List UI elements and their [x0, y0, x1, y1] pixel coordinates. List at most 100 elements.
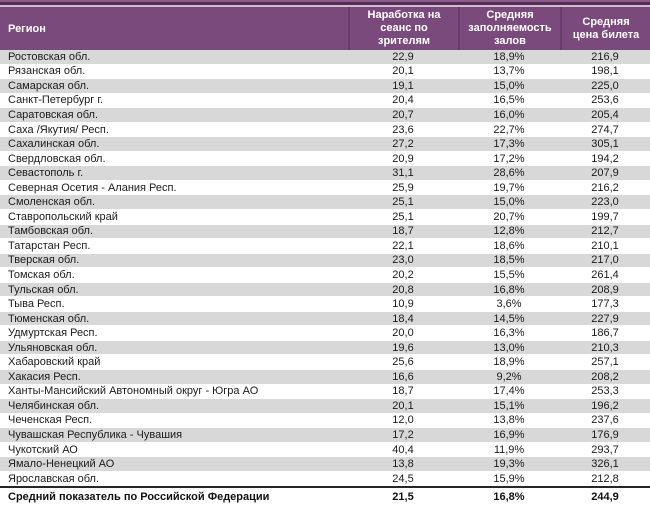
table-row: Чувашская Республика - Чувашия 17,2 16,9% 1… — [0, 428, 650, 443]
table-row: Тверская обл. 23,0 18,5% 217,0 — [0, 253, 650, 269]
occupancy-cell: 17,2% — [493, 152, 525, 165]
occupancy-cell: 17,4% — [493, 385, 525, 398]
ticket-price-cell: 210,3 — [591, 341, 619, 354]
table-row: Рязанская обл. 20,1 13,7% 198,1 — [0, 64, 650, 80]
per-session-cell: 18,4 — [392, 312, 414, 325]
region-cell: Ярославская обл. — [8, 472, 100, 485]
region-cell: Тульская обл. — [8, 283, 79, 296]
ticket-price-cell: 198,1 — [591, 65, 619, 78]
occupancy-cell: 16,8% — [493, 283, 525, 296]
region-cell: Ставропольский край — [8, 210, 118, 223]
occupancy-cell: 18,9% — [493, 50, 525, 63]
per-session-cell: 22,1 — [392, 239, 414, 252]
occupancy-cell: 18,9% — [493, 356, 525, 369]
per-session-cell: 25,6 — [392, 356, 414, 369]
ticket-price-cell: 207,9 — [591, 167, 619, 180]
ticket-price-cell: 199,7 — [591, 210, 619, 223]
ticket-price-cell: 257,1 — [591, 356, 619, 369]
table-row: Севастополь г. 31,1 28,6% 207,9 — [0, 166, 650, 181]
region-cell: Ямало-Ненецкий АО — [8, 458, 115, 471]
table-row: Ямало-Ненецкий АО 13,8 19,3% 326,1 — [0, 457, 650, 472]
region-cell: Тюменская обл. — [8, 312, 90, 325]
ticket-price-cell: 208,2 — [591, 370, 619, 383]
ticket-price-cell: 186,7 — [591, 327, 619, 340]
occupancy-cell: 16,9% — [493, 428, 525, 441]
table-row: Чеченская Респ. 12,0 13,8% 237,6 — [0, 413, 650, 429]
occupancy-cell: 18,5% — [493, 254, 525, 267]
column-header-region: Регион — [8, 22, 46, 35]
region-cell: Удмуртская Респ. — [8, 327, 98, 340]
table-row: Ульяновская обл. 19,6 13,0% 210,3 — [0, 340, 650, 356]
ticket-price-cell: 212,7 — [591, 225, 619, 238]
occupancy-cell: 13,7% — [493, 65, 525, 78]
ticket-price-cell: 237,6 — [591, 414, 619, 427]
region-cell: Северная Осетия - Алания Респ. — [8, 181, 177, 194]
occupancy-cell: 16,5% — [493, 94, 525, 107]
column-header-ticket-price: Средняя цена билета — [560, 7, 650, 50]
per-session-cell: 17,2 — [392, 428, 414, 441]
per-session-cell: 18,7 — [392, 385, 414, 398]
occupancy-cell: 20,7% — [493, 210, 525, 223]
region-cell: Чукотский АО — [8, 443, 78, 456]
ticket-price-cell: 216,2 — [591, 181, 619, 194]
table-body: Ростовская обл. 22,9 18,9% 216,9 Рязанская о… — [0, 50, 650, 487]
occupancy-cell: 13,8% — [493, 414, 525, 427]
ticket-price-cell: 196,2 — [591, 399, 619, 412]
region-cell: Челябинская обл. — [8, 399, 100, 412]
top-accent-line — [0, 0, 650, 2]
occupancy-cell: 18,6% — [493, 239, 525, 252]
table-row: Хабаровский край 25,6 18,9% 257,1 — [0, 355, 650, 371]
region-cell: Ульяновская обл. — [8, 341, 98, 354]
table-row: Ставропольский край 25,1 20,7% 199,7 — [0, 210, 650, 225]
ticket-price-cell: 223,0 — [591, 196, 619, 209]
region-cell: Ростовская обл. — [8, 50, 91, 63]
per-session-cell: 23,0 — [392, 254, 414, 267]
occupancy-cell: 15,0% — [493, 196, 525, 209]
per-session-cell: 23,6 — [392, 123, 414, 136]
region-cell: Рязанская обл. — [8, 65, 86, 78]
region-cell: Хабаровский край — [8, 356, 101, 369]
per-session-cell: 25,1 — [392, 196, 414, 209]
region-cell: Смоленская обл. — [8, 196, 96, 209]
table-row: Татарстан Респ. 22,1 18,6% 210,1 — [0, 239, 650, 254]
region-cell: Тамбовская обл. — [8, 225, 94, 238]
occupancy-cell: 11,9% — [493, 443, 525, 456]
region-cell: Ханты-Мансийский Автономный округ - Югра… — [8, 385, 259, 398]
table-row: Сахалинская обл. 27,2 17,3% 305,1 — [0, 137, 650, 152]
occupancy-cell: 17,3% — [493, 138, 525, 151]
table-summary-row: Средний показатель по Российской Федерац… — [0, 486, 650, 506]
ticket-price-cell: 212,8 — [591, 472, 619, 485]
per-session-cell: 31,1 — [392, 167, 414, 180]
per-session-cell: 20,0 — [392, 327, 414, 340]
table-row: Тамбовская обл. 18,7 12,8% 212,7 — [0, 224, 650, 240]
occupancy-cell: 15,9% — [493, 472, 525, 485]
table-row: Северная Осетия - Алания Респ. 25,9 19,7% 2… — [0, 180, 650, 196]
per-session-cell: 20,1 — [392, 65, 414, 78]
ticket-price-cell: 217,0 — [591, 254, 619, 267]
ticket-price-cell: 227,9 — [591, 312, 619, 325]
per-session-cell: 27,2 — [392, 138, 414, 151]
occupancy-cell: 3,6% — [496, 298, 522, 311]
region-cell: Саратовская обл. — [8, 108, 99, 121]
per-session-cell: 16,6 — [392, 370, 414, 383]
occupancy-cell: 19,7% — [493, 181, 525, 194]
table-row: Тульская обл. 20,8 16,8% 208,9 — [0, 282, 650, 298]
ticket-price-cell: 305,1 — [591, 138, 619, 151]
region-cell: Санкт-Петербург г. — [8, 94, 104, 107]
occupancy-cell: 14,5% — [493, 312, 525, 325]
ticket-price-cell: 274,7 — [591, 123, 619, 136]
top-accent-bar — [0, 2, 650, 5]
table-row: Ростовская обл. 22,9 18,9% 216,9 — [0, 50, 650, 65]
summary-per-session-value: 21,5 — [392, 490, 414, 503]
per-session-cell: 20,9 — [392, 152, 414, 165]
per-session-cell: 18,7 — [392, 225, 414, 238]
ticket-price-cell: 253,3 — [591, 385, 619, 398]
table-row: Саха /Якутия/ Респ. 23,6 22,7% 274,7 — [0, 122, 650, 138]
per-session-cell: 10,9 — [392, 298, 414, 311]
ticket-price-cell: 225,0 — [591, 79, 619, 92]
region-cell: Саха /Якутия/ Респ. — [8, 123, 109, 136]
table-row: Саратовская обл. 20,7 16,0% 205,4 — [0, 108, 650, 123]
summary-ticket-price-value: 244,9 — [591, 490, 619, 503]
table-row: Самарская обл. 19,1 15,0% 225,0 — [0, 79, 650, 94]
region-cell: Тыва Респ. — [8, 298, 65, 311]
